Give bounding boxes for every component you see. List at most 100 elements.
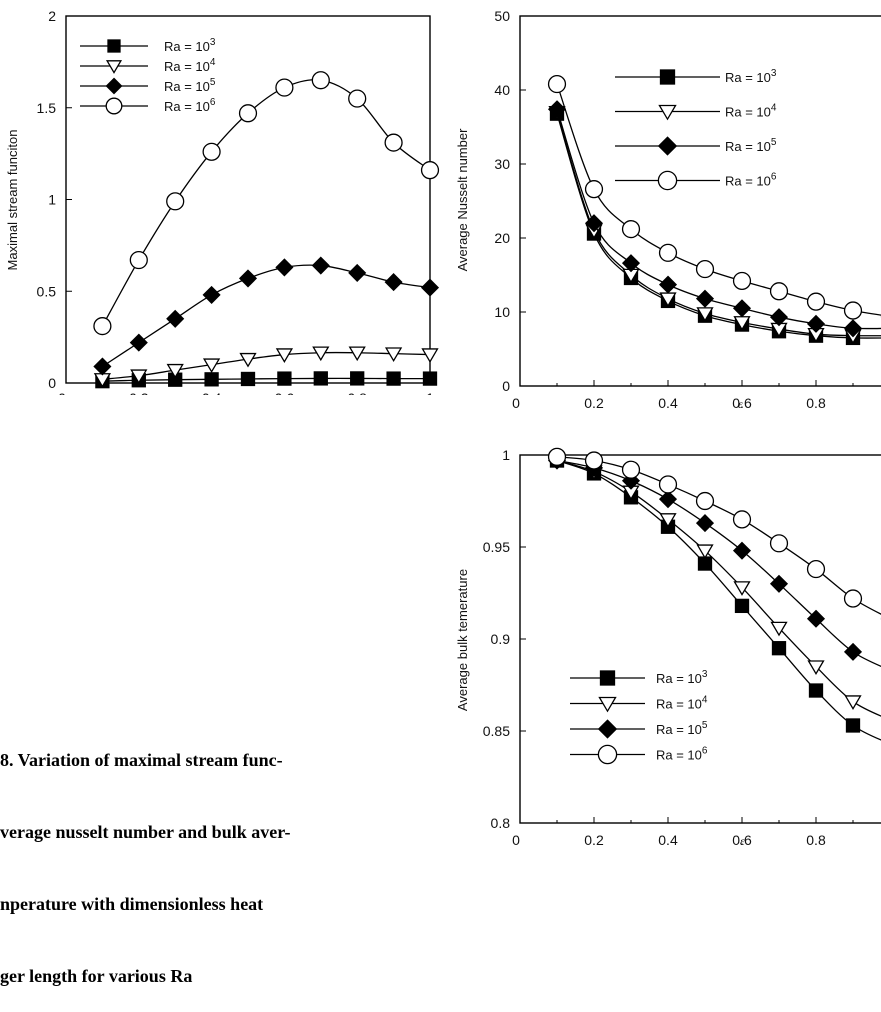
data-point [734,272,751,289]
data-point [697,493,714,510]
data-point [845,302,862,319]
data-point [810,684,823,697]
data-point [312,72,329,89]
series-line [557,84,881,316]
data-point [586,181,603,198]
legend-label: Ra = 105 [164,77,216,94]
legend-marker [106,98,122,114]
data-point [385,274,401,290]
series-ra-1e5 [549,452,881,678]
series-line [102,265,430,366]
x-tick-label: 0.4 [658,832,678,845]
data-point [167,193,184,210]
data-point [94,358,110,374]
data-point [736,599,749,612]
legend-marker [107,79,122,94]
series-line [557,457,881,619]
data-point [350,347,365,360]
legend-marker [658,171,676,189]
legend-exponent: 5 [210,77,216,88]
x-axis-label: ε [740,834,745,845]
legend-marker [107,61,121,73]
data-point [549,76,566,93]
legend-exponent: 6 [771,172,777,183]
legend-marker [659,105,675,119]
y-tick-label: 40 [494,82,510,98]
legend-label: Ra = 103 [725,68,777,85]
x-tick-label: 0.8 [806,832,826,845]
series-ra-1e5 [549,101,881,336]
chart-average-nusselt-number: 00.20.40.60.81ε01020304050Average Nussel… [440,0,881,410]
y-axis-label: Average Nusselt number [455,128,470,272]
y-tick-label: 0.5 [37,283,57,299]
x-tick-label: 0 [58,390,66,395]
x-tick-label: 1 [426,390,434,395]
data-point [351,372,364,385]
caption-line-4: ger length for various Ra [0,964,420,988]
y-tick-label: 1.5 [37,100,57,116]
data-point [660,276,676,292]
data-point [623,461,640,478]
legend-entry-ra-1e5: Ra = 105 [615,137,777,155]
series-ra-1e6 [549,76,881,325]
y-axis-label: Average bulk temerature [455,569,470,711]
data-point [697,261,714,278]
data-point [276,259,292,275]
caption-line-2: verage nusselt number and bulk aver- [0,820,420,844]
data-point [623,221,640,238]
series-line [557,461,881,671]
data-point [424,372,437,385]
series-line [557,114,881,338]
data-point [771,535,788,552]
legend-label: Ra = 103 [656,669,708,686]
x-tick-label: 0.8 [806,395,826,410]
legend-entry-ra-1e5: Ra = 105 [570,720,708,738]
data-point [549,448,566,465]
series-ra-1e3 [551,454,881,750]
legend-marker [601,671,615,685]
plot-frame [520,455,881,823]
legend-label: Ra = 105 [656,720,708,737]
data-point [130,252,147,269]
legend-entry-ra-1e3: Ra = 103 [615,68,777,85]
data-point [242,372,255,385]
data-point [660,244,677,261]
x-tick-label: 0 [512,395,520,410]
data-point [203,143,220,160]
legend-entry-ra-1e6: Ra = 106 [80,97,216,114]
data-point [773,642,786,655]
data-point [240,105,257,122]
data-point [240,270,256,286]
y-tick-label: 10 [494,304,510,320]
legend-label: Ra = 104 [656,695,708,712]
legend-exponent: 3 [210,37,216,48]
caption-line-3: nperature with dimensionless heat [0,892,420,916]
data-point [167,311,183,327]
legend-marker [661,70,675,84]
data-point [349,265,365,281]
legend-entry-ra-1e5: Ra = 105 [80,77,216,94]
data-point [313,257,329,273]
x-axis-label: ε [738,397,743,410]
y-tick-label: 0.95 [483,539,510,555]
y-tick-label: 0.85 [483,723,510,739]
legend-exponent: 6 [210,97,216,108]
data-point [423,349,438,362]
y-tick-label: 0.9 [491,631,511,647]
legend-marker [598,745,616,763]
y-tick-label: 1 [48,192,56,208]
series-ra-1e4 [550,455,881,727]
data-point [734,300,750,316]
legend-exponent: 6 [702,746,708,757]
data-point [847,719,860,732]
data-point [387,372,400,385]
data-point [203,287,219,303]
data-point [846,696,861,709]
data-point [586,452,603,469]
legend-exponent: 3 [702,669,708,680]
data-point [278,372,291,385]
